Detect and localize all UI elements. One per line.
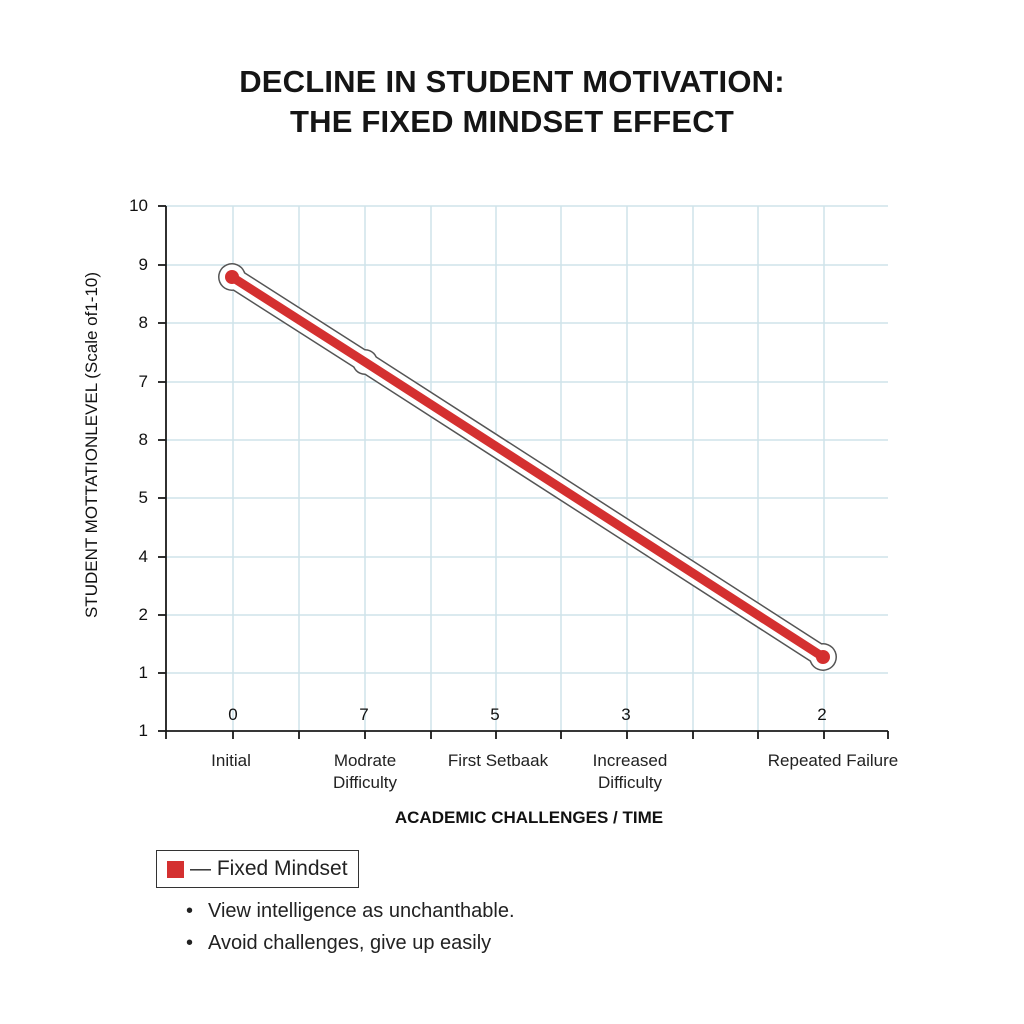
x-category-label: Increased Difficulty bbox=[592, 751, 668, 792]
note-item: • View intelligence as unchanthable. bbox=[186, 895, 515, 927]
x-value-label: 7 bbox=[359, 705, 369, 724]
y-tick-label: 8 bbox=[138, 313, 148, 332]
x-value-label: 2 bbox=[817, 705, 827, 724]
legend-label: — Fixed Mindset bbox=[190, 857, 348, 880]
x-value-label: 5 bbox=[490, 705, 500, 724]
chart-title: DECLINE IN STUDENT MOTIVATION: THE FIXED… bbox=[0, 62, 1024, 142]
bullet-icon: • bbox=[186, 900, 194, 922]
axes bbox=[158, 205, 889, 739]
bullet-icon: • bbox=[186, 932, 194, 954]
note-item: • Avoid challenges, give up easily bbox=[186, 927, 515, 959]
y-tick-label: 2 bbox=[138, 605, 148, 624]
x-category-label: First Setbaak bbox=[447, 751, 549, 770]
y-tick-label: 9 bbox=[138, 255, 148, 274]
y-tick-label: 1 bbox=[138, 663, 148, 682]
x-category-label: Initial bbox=[211, 751, 251, 770]
data-point-initial bbox=[225, 270, 239, 284]
mindset-notes: • View intelligence as unchanthable. • Avo… bbox=[186, 895, 515, 959]
x-axis-label: ACADEMIC CHALLENGES / TIME bbox=[394, 808, 664, 827]
note-text: Avoid challenges, give up easily bbox=[208, 932, 492, 954]
y-tick-label: 5 bbox=[138, 488, 148, 507]
y-tick-label: 1 bbox=[138, 721, 148, 740]
legend: — Fixed Mindset bbox=[156, 850, 359, 888]
x-category-label: Repeated Failure bbox=[767, 751, 899, 770]
data-point-repeated-failure bbox=[816, 650, 830, 664]
y-tick-label: 10 bbox=[129, 196, 148, 215]
y-tick-label: 8 bbox=[138, 430, 148, 449]
note-text: View intelligence as unchanthable. bbox=[208, 900, 515, 922]
legend-swatch bbox=[167, 860, 184, 878]
chart-title-line-2: THE FIXED MINDSET EFFECT bbox=[290, 104, 734, 139]
fixed-mindset-series bbox=[218, 263, 837, 671]
x-value-label: 3 bbox=[621, 705, 631, 724]
chart-title-line-1: DECLINE IN STUDENT MOTIVATION: bbox=[239, 64, 785, 99]
x-value-label: 0 bbox=[228, 705, 238, 724]
y-tick-label: 7 bbox=[138, 372, 148, 391]
y-tick-label: 4 bbox=[138, 547, 148, 566]
x-category-label: Modrate Difficulty bbox=[333, 751, 397, 792]
